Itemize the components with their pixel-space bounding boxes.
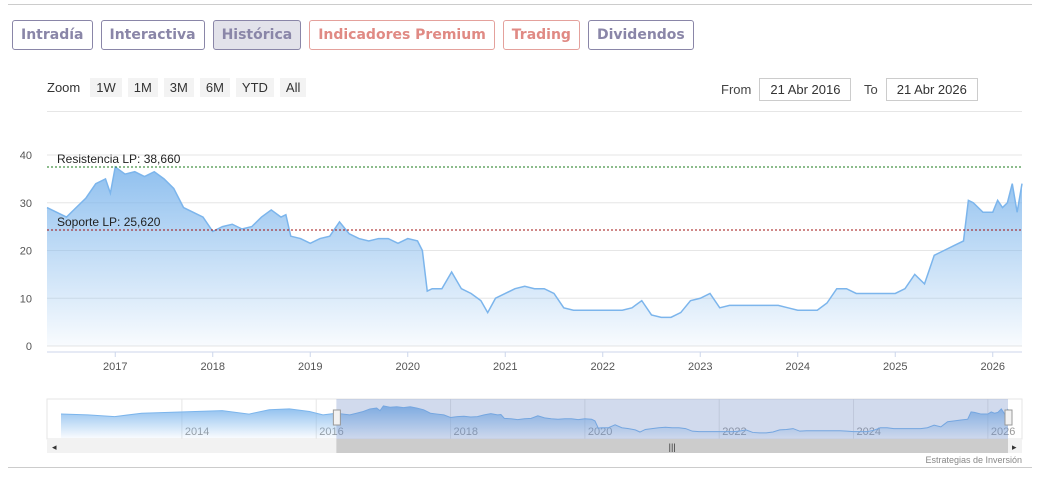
scrollbar-thumb[interactable] — [336, 439, 1009, 453]
zoom-label: Zoom — [47, 80, 81, 95]
range-to: To 21 Abr 2026 — [864, 78, 978, 101]
x-tick-label: 2019 — [298, 361, 322, 373]
x-tick-label: 2026 — [981, 361, 1005, 373]
x-tick-label: 2018 — [201, 361, 225, 373]
bottom-divider — [8, 467, 1032, 468]
support-label: Soporte LP: 25,620 — [57, 215, 161, 229]
tab-dividendos[interactable]: Dividendos — [587, 20, 694, 50]
y-tick-label: 20 — [20, 246, 32, 258]
from-label: From — [721, 82, 752, 97]
navigator-right-handle[interactable] — [1004, 409, 1013, 426]
view-tabs: Intradía Interactiva Histórica Indicadores … — [12, 20, 694, 50]
to-date-input[interactable]: 21 Abr 2026 — [885, 78, 978, 101]
zoom-1m-button[interactable]: 1M — [127, 78, 158, 97]
x-tick-label: 2022 — [591, 361, 615, 373]
tab-histórica[interactable]: Histórica — [212, 20, 302, 50]
tab-interactiva[interactable]: Interactiva — [100, 20, 205, 50]
scrollbar-grip-icon: ||| — [669, 442, 676, 452]
zoom-6m-button[interactable]: 6M — [199, 78, 230, 97]
scroll-left-icon[interactable]: ◂ — [52, 442, 57, 452]
resistance-label: Resistencia LP: 38,660 — [57, 152, 181, 166]
zoom-3m-button[interactable]: 3M — [163, 78, 194, 97]
zoom-ytd-button[interactable]: YTD — [235, 78, 274, 97]
y-tick-label: 10 — [20, 293, 32, 305]
zoom-1w-button[interactable]: 1W — [90, 78, 122, 97]
navigator-line — [60, 405, 1009, 434]
x-tick-label: 2020 — [396, 361, 420, 373]
navigator-area — [61, 405, 1008, 438]
y-tick-label: 0 — [26, 341, 32, 353]
x-tick-label: 2017 — [103, 361, 127, 373]
tab-trading[interactable]: Trading — [502, 20, 580, 50]
tab-indicadores-premium[interactable]: Indicadores Premium — [309, 20, 495, 50]
credit-text: Estrategias de Inversión — [925, 455, 1022, 465]
price-area — [47, 166, 1022, 346]
from-date-input[interactable]: 21 Abr 2016 — [759, 78, 852, 101]
zoom-all-button[interactable]: All — [279, 78, 307, 97]
price-line — [46, 165, 1023, 319]
top-divider — [8, 4, 1032, 5]
x-tick-label: 2025 — [883, 361, 907, 373]
scroll-right-icon[interactable]: ▸ — [1012, 442, 1017, 452]
to-label: To — [864, 82, 878, 97]
navigator-selection[interactable] — [336, 399, 1009, 439]
navigator-left-handle[interactable] — [332, 409, 341, 426]
range-from: From 21 Abr 2016 — [721, 78, 852, 101]
tab-intradía[interactable]: Intradía — [12, 20, 93, 50]
header-divider — [47, 111, 1022, 112]
x-tick-label: 2023 — [688, 361, 712, 373]
y-tick-label: 40 — [20, 150, 32, 162]
y-tick-label: 30 — [20, 198, 32, 210]
zoom-selector: Zoom 1W 1M 3M 6M YTD All — [47, 78, 307, 97]
x-tick-label: 2024 — [786, 361, 810, 373]
x-tick-label: 2021 — [493, 361, 517, 373]
